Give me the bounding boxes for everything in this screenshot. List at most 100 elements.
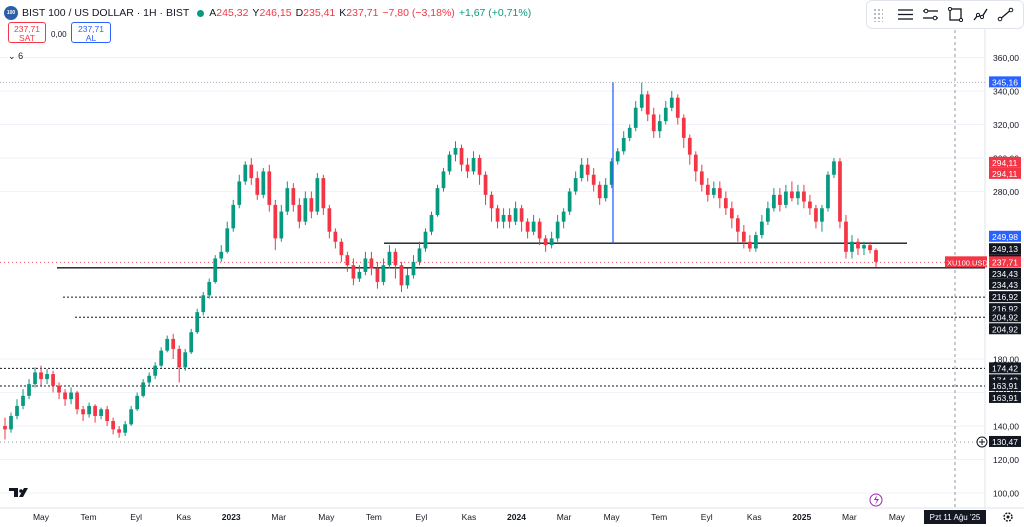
price-label-tag[interactable]: 163,91	[989, 379, 1021, 391]
candle-body	[838, 161, 842, 222]
candle-body	[735, 218, 740, 232]
price-label-text: 174,42	[992, 363, 1018, 373]
sell-button[interactable]: 237,71 SAT	[8, 22, 46, 43]
candle-body	[447, 154, 452, 172]
crosshair-date-label: Pzt 11 Ağu '25	[924, 510, 986, 524]
price-label-bg	[989, 323, 1021, 335]
price-label-text: 216,92	[992, 304, 1018, 314]
candle-body	[760, 221, 764, 236]
candle-body	[633, 107, 638, 128]
candle-body	[435, 188, 440, 215]
close-label: K	[339, 7, 347, 19]
candle-body	[33, 372, 37, 385]
price-label-tag[interactable]: 174,42	[989, 362, 1021, 374]
price-label-bg	[989, 156, 1021, 168]
candle-body	[507, 214, 512, 222]
candle-body	[9, 415, 13, 430]
price-label-tag[interactable]: 237,71	[989, 256, 1021, 268]
candle-body	[63, 392, 67, 400]
candle-body	[778, 194, 782, 205]
horizontal-lines-icon[interactable]	[896, 5, 915, 24]
crosshair-date-text: Pzt 11 Ağu '25	[930, 513, 981, 522]
candle-body	[117, 429, 121, 433]
tradingview-logo[interactable]	[9, 488, 28, 497]
ohlc-values: A245,32 Y246,15 D235,41 K237,71 −7,80 (−…	[209, 7, 531, 19]
price-label-tag[interactable]: 345,16	[989, 76, 1021, 88]
price-label-tag[interactable]: 130,47	[989, 435, 1021, 447]
candle-body	[231, 204, 236, 229]
symbol-title[interactable]: BIST 100 / US DOLLAR · 1H · BIST	[22, 7, 190, 19]
candle-body	[814, 208, 818, 222]
candle-body	[105, 409, 109, 421]
candle-body	[123, 424, 128, 433]
price-label-text: 249,98	[992, 232, 1018, 242]
candle-body	[711, 188, 716, 195]
path-icon[interactable]	[971, 5, 990, 24]
candle-body	[393, 251, 398, 266]
extra-change-value: +1,67 (+0,71%)	[458, 7, 532, 19]
candle-body	[243, 164, 248, 182]
candle-body	[519, 208, 524, 222]
channel-icon[interactable]	[921, 5, 940, 24]
price-label-tag[interactable]: 163,91	[989, 391, 1021, 403]
price-label-tag[interactable]: 216,92	[989, 303, 1021, 315]
price-label-tag[interactable]: 249,13	[989, 243, 1021, 255]
grip-icon[interactable]	[873, 7, 883, 22]
price-label-tag[interactable]: 294,11	[989, 156, 1021, 168]
horizontal-levels	[0, 81, 985, 443]
candle-body	[796, 191, 800, 199]
price-label-bg	[989, 362, 1021, 374]
candle-body	[772, 194, 776, 209]
buy-button[interactable]: 237,71 AL	[71, 22, 111, 43]
candle-body	[766, 208, 770, 222]
candle-body	[555, 221, 560, 239]
price-label-bg	[989, 379, 1021, 391]
indicators-toggle[interactable]: ⌄ 6	[8, 51, 23, 62]
market-status-dot	[197, 9, 205, 17]
candle-body	[423, 231, 428, 249]
low-label: D	[295, 7, 304, 19]
candle-body	[219, 251, 224, 259]
candle-body	[784, 191, 788, 205]
candle-body	[465, 164, 470, 172]
gear-icon[interactable]	[1003, 512, 1013, 522]
time-tick-label: Mar	[842, 512, 857, 522]
price-label-tag[interactable]: 216,92	[989, 291, 1021, 303]
lightning-icon[interactable]	[869, 493, 883, 507]
price-label-tag[interactable]: 204,92	[989, 311, 1021, 323]
candle-body	[609, 161, 614, 185]
price-label-text: 204,92	[992, 324, 1018, 334]
candle-body	[57, 385, 61, 393]
grid-lines	[0, 0, 1024, 509]
price-label-tag[interactable]: 204,92	[989, 323, 1021, 335]
trend-line-icon[interactable]	[996, 5, 1015, 24]
price-label-tag[interactable]: 234,43	[989, 278, 1021, 290]
series-tag[interactable]: XU100.USD	[945, 256, 988, 268]
price-label-tag[interactable]: 249,98	[989, 230, 1021, 242]
open-value: 245,32	[216, 7, 249, 19]
candle-body	[675, 97, 680, 118]
price-label-text: 234,43	[992, 269, 1018, 279]
price-label-bg	[989, 311, 1021, 323]
lightning-icon-bolt	[874, 495, 879, 505]
price-label-tag[interactable]: 294,11	[989, 167, 1021, 179]
price-tick-label: 100,00	[993, 489, 1019, 499]
candle-body	[309, 198, 314, 212]
high-value: 246,15	[259, 7, 292, 19]
series-tag-text: XU100.USD	[947, 258, 988, 267]
price-label-text: 130,47	[992, 437, 1018, 447]
price-label-bg	[989, 256, 1021, 268]
candle-body	[387, 251, 392, 266]
symbol-logo[interactable]: 100	[4, 6, 18, 20]
candle-body	[826, 174, 830, 209]
candle-body	[573, 178, 578, 192]
plus-icon[interactable]	[976, 436, 988, 448]
rectangle-icon[interactable]	[946, 5, 965, 24]
drawing-toolbar	[866, 0, 1024, 29]
low-value: 235,41	[303, 7, 336, 19]
price-label-text: 163,91	[992, 393, 1018, 403]
price-label-tag[interactable]: 234,43	[989, 267, 1021, 279]
time-tick-label: Tem	[651, 512, 667, 522]
